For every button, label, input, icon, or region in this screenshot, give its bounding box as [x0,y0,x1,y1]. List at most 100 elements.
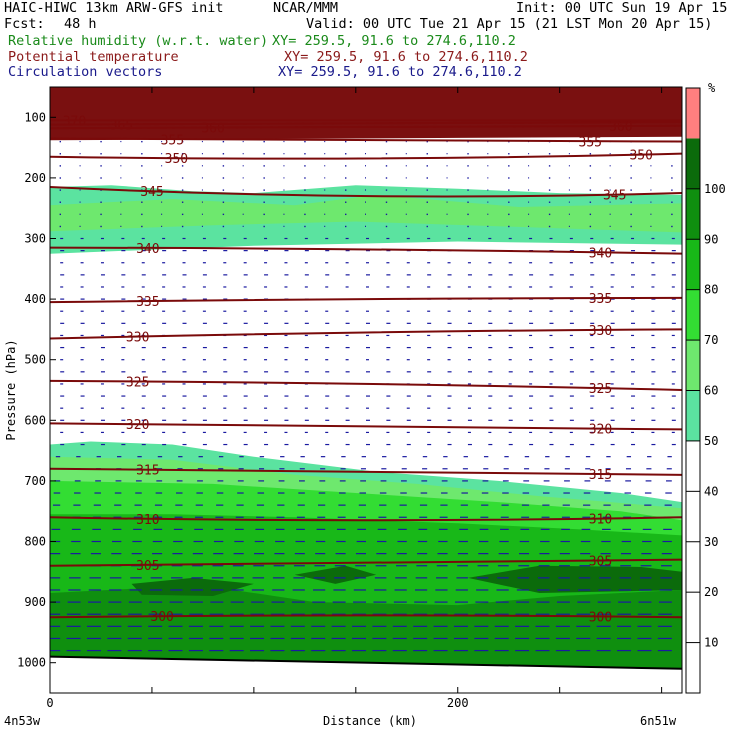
colorbar-band [686,340,700,391]
y-tick-label: 500 [24,353,46,367]
theta-contour-label: 340 [136,242,159,257]
circulation-vector-dot [222,165,225,167]
circulation-vector-dot [345,140,347,143]
circulation-vector-dot [426,225,428,228]
theta-contour-label: 305 [589,554,612,569]
circulation-vector-dot [508,153,510,155]
theta-contour-320 [50,422,682,431]
circulation-vector-dot [181,165,184,167]
circulation-vector-dot [222,225,225,228]
theta-contour-355 [50,137,682,143]
y-axis-title: Pressure (hPa) [4,339,18,440]
rh-core-3 [467,565,682,593]
circulation-vector-dot [141,153,143,155]
circulation-vector-dot [385,177,388,179]
circulation-vector-dot [59,189,61,191]
circulation-vector-dot [263,201,265,203]
rh-region-stratosphere [50,87,682,141]
theta-contour-label: 310 [136,513,159,528]
circulation-vector-dot [59,140,61,143]
theta-contour-330 [50,328,682,340]
theta-contour-label: 350 [165,152,188,167]
circulation-vector-dot [548,213,551,216]
colorbar-tick-label: 50 [704,434,718,448]
colorbar-band [686,188,700,240]
circulation-vector-dot [467,153,469,155]
theta-contour-label: 345 [140,185,163,200]
colorbar-band [686,239,700,290]
circulation-vector-dot [467,189,469,191]
circulation-vector-dot [385,140,388,143]
circulation-vector-dot [181,225,184,228]
below-ground-mask [50,656,682,693]
theta-contour-label: 300 [150,610,173,625]
theta-contour-310 [50,516,682,522]
circulation-vector-dot [141,225,143,228]
theta-contour-label: 320 [589,423,612,438]
circulation-vector-dot [548,153,551,155]
colorbar-band [686,88,700,139]
circulation-vector-dot [345,225,347,228]
circulation-vector-dot [630,201,632,203]
theta-contour-340 [50,246,682,255]
theta-contour-315 [50,467,682,476]
rh-core-2 [294,565,377,584]
y-tick-label: 1000 [17,656,46,670]
circulation-vector-dot [141,165,143,167]
circulation-vector-dot [263,177,265,179]
circulation-vector-dot [385,213,388,216]
theta-contour-label: 370 [63,114,86,129]
colorbar-tick-label: 30 [704,535,718,549]
colorbar-band [686,390,700,441]
field-theta-label: Potential temperature [8,49,179,65]
circulation-vector-dot [304,153,306,155]
theta-contour-335 [50,296,682,304]
theta-contour-label: 365 [110,118,133,133]
circulation-vector-dot [385,201,388,203]
circulation-vector-dot [508,201,510,203]
theta-contour-350 [50,152,682,160]
circulation-vector-dot [630,213,632,216]
circulation-vector-dot [345,213,347,216]
colorbar-band [686,289,700,341]
plot-frame [49,86,683,694]
circulation-vector-dot [345,201,347,203]
colorbar-tick-label: 10 [704,636,718,650]
circulation-vector-dot [671,225,673,228]
theta-contour-label: 320 [126,418,149,433]
theta-contour-label: 325 [126,375,149,390]
circulation-vector-dot [59,213,61,216]
init-time: Init: 00 UTC Sun 19 Apr 15 [516,0,728,16]
theta-contour-label: 355 [579,135,602,150]
circulation-vector-dot [181,189,184,191]
theta-contour-300 [50,614,682,619]
circulation-vector-dot [671,189,673,191]
circulation-vector-dot [467,165,469,167]
circulation-vector-dot [100,225,102,228]
theta-contour-365 [50,121,682,126]
theta-contour-label: 305 [136,559,159,574]
circulation-vector-dot [508,213,510,216]
theta-contour-label: 330 [589,324,612,339]
theta-contour-label: 355 [161,133,184,148]
circulation-vector-dot [181,153,184,155]
circulation-vector-dot [141,177,143,179]
circulation-vector-dot [100,201,102,203]
circulation-vector-dot [263,189,265,191]
circulation-vector-dot [426,213,428,216]
colorbar-tick-label: 60 [704,384,718,398]
theta-contour-label: 335 [589,292,612,307]
circulation-vector-dot [304,177,306,179]
circulation-vector-dot [671,177,673,179]
circulation-vector-dot [345,189,347,191]
theta-contour-label: 325 [589,382,612,397]
circulation-vector-dot [59,201,61,203]
colorbar-tick-label: 100 [704,182,726,196]
theta-contour-label: 310 [589,513,612,528]
circulation-vector-dot [671,165,673,167]
theta-contour-label: 315 [136,464,159,479]
circulation-vector-dot [304,165,306,167]
circulation-vector-dot [345,165,347,167]
circulation-vector-dot [508,189,510,191]
